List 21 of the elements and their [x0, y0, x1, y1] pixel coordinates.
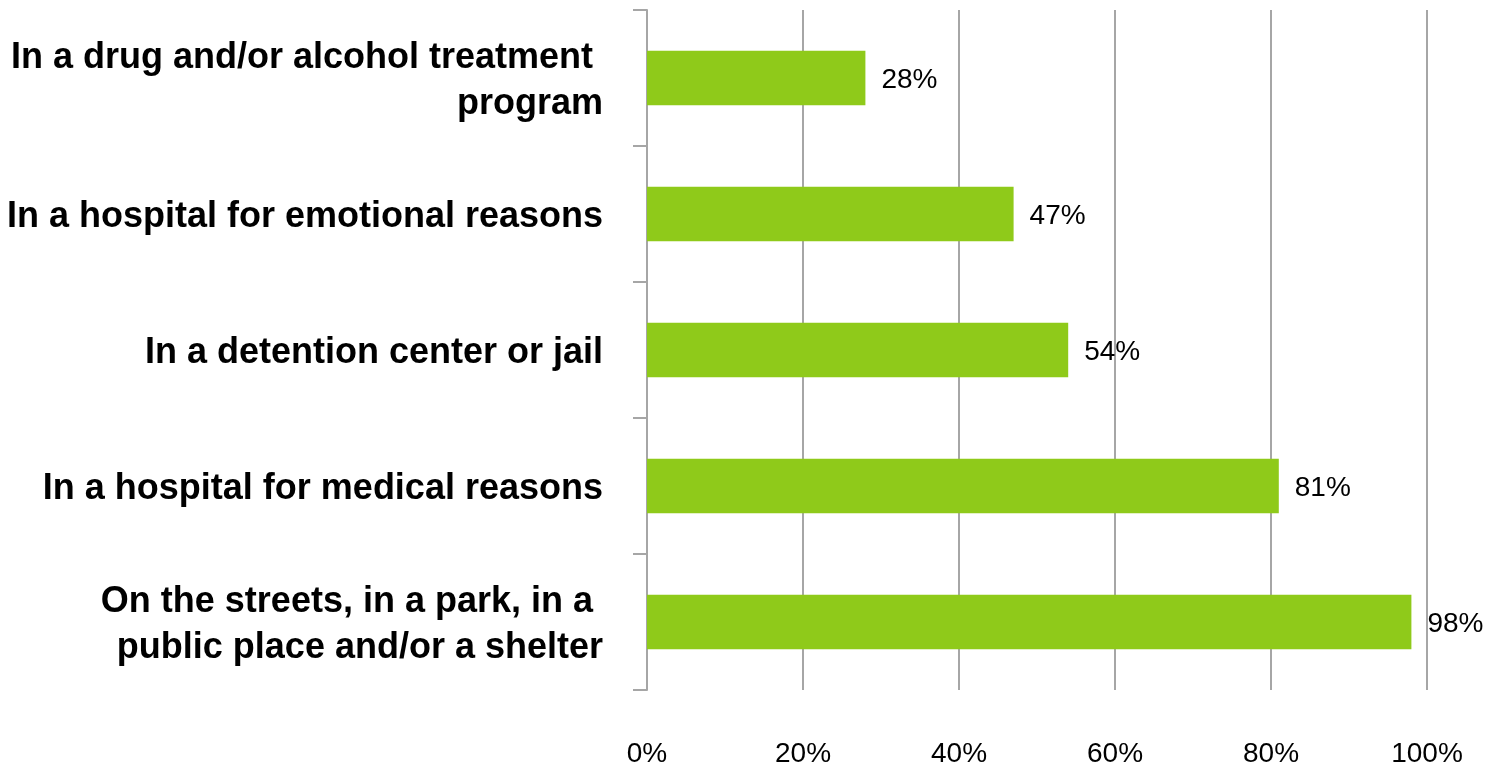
data-label: 47% — [1029, 198, 1086, 230]
y-tick-label: On the streets, in a park, in a public place and/or a shelter — [100, 578, 603, 666]
y-tick-label: In a detention center or jail — [144, 329, 603, 371]
x-tick-label: 80% — [1242, 736, 1300, 768]
y-tick-label: In a hospital for medical reasons — [42, 465, 603, 507]
x-tick-label: 20% — [774, 736, 832, 768]
bar — [647, 322, 1069, 378]
bar — [647, 186, 1014, 242]
data-label: 98% — [1427, 606, 1484, 638]
x-tick-label: 0% — [626, 736, 668, 768]
y-tick-label: In a hospital for emotional reasons — [6, 193, 603, 235]
data-label: 54% — [1084, 334, 1141, 366]
x-tick-label: 100% — [1391, 736, 1463, 768]
bar — [647, 458, 1279, 514]
x-tick-label: 60% — [1086, 736, 1144, 768]
data-label: 81% — [1294, 470, 1351, 502]
bar — [647, 594, 1412, 650]
bar — [647, 50, 866, 106]
y-tick-label: In a drug and/or alcohol treatment program — [10, 34, 603, 122]
x-tick-label: 40% — [930, 736, 988, 768]
data-label: 28% — [881, 62, 938, 94]
